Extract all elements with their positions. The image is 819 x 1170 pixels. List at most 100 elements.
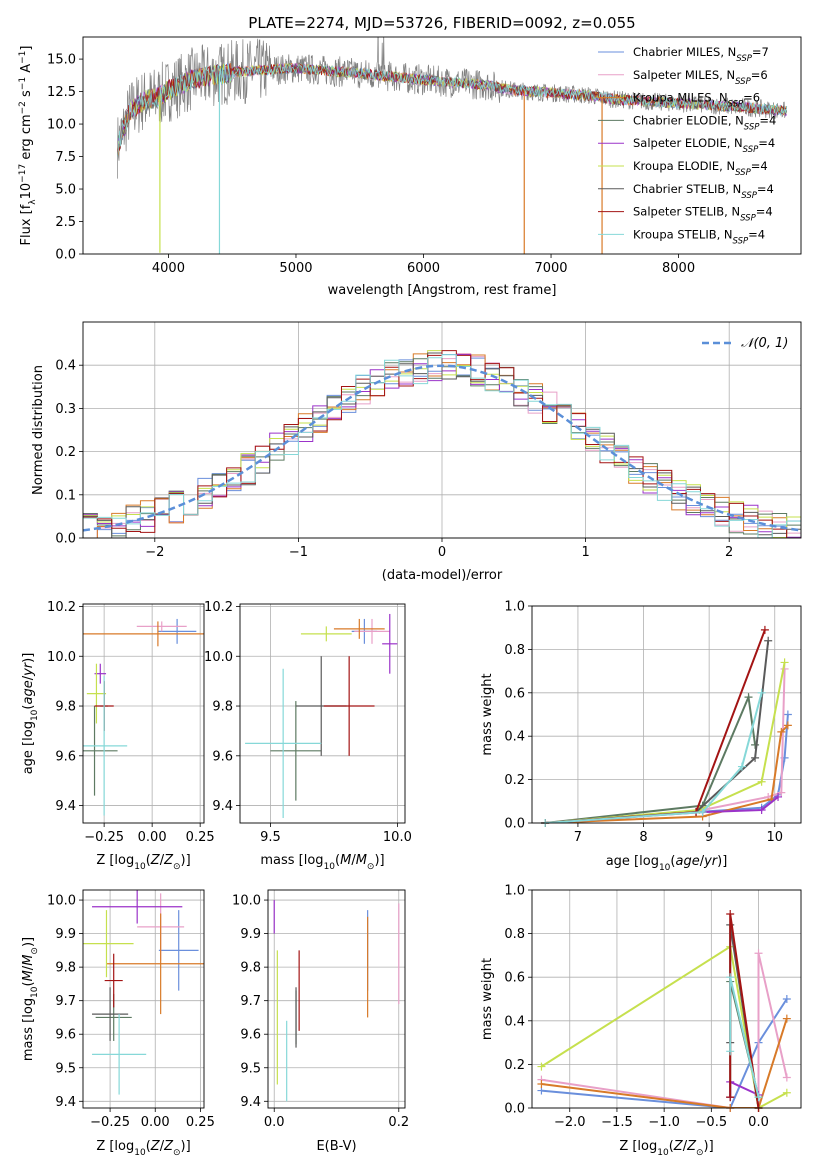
x-tick-label: 8	[639, 830, 647, 845]
y-tick-label: 10.2	[47, 600, 76, 615]
label-part: age	[675, 854, 699, 869]
residuals-frame	[82, 321, 802, 539]
x-tick-label: 0.2	[388, 1115, 409, 1130]
y-tick-label: 9.5	[55, 1061, 76, 1076]
label-part: /	[160, 853, 165, 868]
x-tick-label: 5000	[279, 261, 312, 276]
legend-label: Salpeter STELIB, NSSP=4	[633, 205, 773, 224]
label-part: 10	[30, 986, 40, 998]
label-part: /	[160, 1139, 165, 1154]
legend-label-main: Salpeter ELODIE, N	[633, 136, 743, 150]
label-part: Z	[163, 1139, 174, 1154]
label-part: )]	[374, 853, 384, 868]
residuals-ylabel: Normed distribution	[31, 365, 46, 495]
y-tick-label: 10.0	[204, 650, 233, 665]
legend-label: Kroupa STELIB, NSSP=4	[633, 227, 765, 246]
label-part: Z	[150, 853, 161, 868]
weight_vs_age-axes: 7 8 9 10 0.0 0.2 0.4 0.6 0.8 1.0 mass weight age [l…	[480, 600, 802, 873]
legend-label: Chabrier STELIB, NSSP=4	[633, 182, 774, 201]
legend-label-main: Chabrier STELIB, N	[633, 182, 741, 196]
weight-marker	[726, 973, 735, 982]
model-spectrum-line	[117, 63, 788, 157]
y-tick-label: 9.4	[240, 1095, 261, 1110]
age_vs_Z-axes: −0.25 0.00 0.259.49.69.810.010.2Z [log10(Z…	[21, 600, 215, 872]
weight-marker	[783, 710, 792, 719]
x-tick-label: −2	[145, 545, 164, 560]
legend-label-main: Salpeter STELIB, N	[633, 205, 740, 219]
x-tick-label: 0.0	[264, 1115, 285, 1130]
label-part: age [log	[606, 854, 659, 869]
y-tick-label: 0.4	[504, 1014, 525, 1029]
y-tick-label: 9.6	[212, 749, 233, 764]
y-tick-label: 10.0	[47, 118, 76, 133]
weight-marker	[777, 788, 786, 797]
label-part: ⊙	[696, 1148, 704, 1158]
x-tick-label: −1	[289, 545, 308, 560]
y-tick-label: 9.6	[55, 1028, 76, 1043]
label-part: )]	[704, 1139, 714, 1154]
weight-line	[540, 945, 788, 1108]
y-tick-label: 0.1	[55, 488, 76, 503]
legend-label: Kroupa ELODIE, NSSP=4	[633, 159, 768, 178]
x-tick-label: 0	[438, 545, 446, 560]
legend-label-sub: SSP	[735, 77, 751, 87]
spectrum-ylabel: Flux [fλ10−17 erg cm−2 s−1 A−1]	[18, 46, 38, 246]
z-axis-label: Z [log10(Z/Z⊙)]	[96, 1139, 190, 1158]
x-tick-label: −0.25	[90, 1115, 130, 1130]
weight-marker	[754, 1093, 763, 1102]
label-part: /	[351, 853, 356, 868]
residuals-xlabel: (data-model)/error	[382, 568, 503, 583]
spectrum-xlabel: wavelength [Angstrom, rest frame]	[328, 283, 557, 298]
y-tick-label: 1.0	[504, 600, 525, 615]
label-part: Z [log	[96, 853, 134, 868]
y-tick-label: 10.0	[47, 650, 76, 665]
weight_vs_age-ylabel: mass weight	[480, 673, 495, 755]
weight-marker	[757, 805, 766, 814]
label-part: 10	[659, 863, 671, 873]
x-tick-label: 1	[581, 545, 589, 560]
y-tick-label: 10.0	[47, 894, 76, 909]
x-tick-label: 10.0	[383, 830, 412, 845]
weight-line	[541, 998, 788, 1108]
weight-marker	[737, 762, 746, 771]
weight-marker	[537, 1062, 546, 1071]
legend-label: Chabrier MILES, NSSP=7	[633, 45, 769, 64]
label-part: (	[21, 705, 36, 710]
x-tick-label: 0.00	[138, 830, 167, 845]
weight-marker	[754, 949, 763, 958]
label-part: 10	[134, 1148, 146, 1158]
y-tick-label: 0.8	[504, 927, 525, 942]
legend-label-main: Chabrier MILES, N	[633, 45, 736, 59]
y-tick-label: 0.3	[55, 402, 76, 417]
weight-marker	[757, 777, 766, 786]
model-spectrum-line	[117, 63, 788, 157]
weight-line	[541, 952, 788, 1108]
label-part: age	[21, 680, 36, 704]
x-tick-label: 10	[766, 830, 783, 845]
x-tick-label: −2.0	[554, 1115, 586, 1130]
label-part: )]	[717, 854, 727, 869]
label-part: 10	[324, 862, 336, 872]
x-tick-label: 0.0	[748, 1115, 769, 1130]
label-part: mass [log	[260, 853, 323, 868]
label-part: 10	[19, 183, 34, 200]
y-tick-label: 9.8	[55, 700, 76, 715]
label-part: −17	[18, 164, 28, 183]
label-part: /	[683, 1139, 688, 1154]
ebv-xlabel: E(B-V)	[316, 1139, 356, 1154]
y-tick-label: 0.8	[504, 643, 525, 658]
weight-marker	[782, 1088, 791, 1097]
legend-label-main: Chabrier ELODIE, N	[633, 113, 744, 127]
label-part: 10	[134, 862, 146, 872]
legend-label-tail: =4	[748, 227, 765, 241]
mass_vs_EBV-axes: 0.0 0.2 9.4 9.5 9.6 9.7 9.8 9.9 10.0 E(B-V)	[232, 889, 409, 1154]
label-part: Z	[163, 853, 174, 868]
histogram-series	[83, 354, 801, 538]
label-part: M	[21, 970, 36, 981]
weight_vs_Z-axes: −2.0 −1.5 −1.0 −0.5 0.0 0.0 0.2 0.4 0.6 0.8 1.0 mas…	[480, 884, 802, 1158]
label-part: M	[21, 955, 36, 966]
label-part: (	[146, 1139, 151, 1154]
y-tick-label: 9.4	[212, 799, 233, 814]
age_vs_Z-frame	[82, 603, 205, 824]
